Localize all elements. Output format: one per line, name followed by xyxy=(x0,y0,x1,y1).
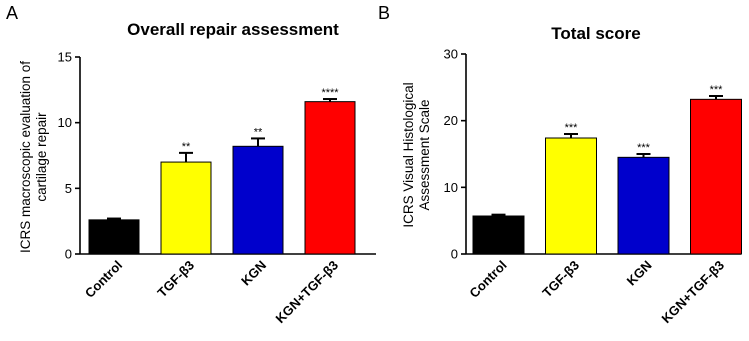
bar-control xyxy=(88,219,140,255)
bar-kgn xyxy=(232,145,284,255)
bar-control xyxy=(472,215,525,255)
significance-label: *** xyxy=(565,122,579,134)
panel-a-letter: A xyxy=(6,3,18,23)
y-tick-label: 0 xyxy=(65,247,72,262)
significance-label: ** xyxy=(182,141,191,153)
bar-tgf-3 xyxy=(545,137,597,255)
panel-b-letter: B xyxy=(378,3,390,23)
bar-kgn xyxy=(617,156,670,255)
panel-a-title: Overall repair assessment xyxy=(127,20,339,39)
category-label: KGN xyxy=(624,258,655,289)
significance-label: *** xyxy=(710,84,724,96)
category-label: KGN xyxy=(238,258,269,289)
y-tick-label: 20 xyxy=(444,113,458,128)
bar-kgn-tgf-3 xyxy=(304,101,356,255)
significance-label: *** xyxy=(637,142,651,154)
panel-b-plot-area: 0 10 20 30 Control *** TGF-β3 *** KGN *** KGN+TGF-… xyxy=(444,47,742,327)
panel-b-ylabel-line2: Assessment Scale xyxy=(417,99,432,210)
significance-label: **** xyxy=(321,87,339,99)
category-label: Control xyxy=(82,258,125,301)
significance-label: ** xyxy=(254,126,263,138)
bar-tgf-3 xyxy=(160,161,212,255)
y-tick-label: 5 xyxy=(65,181,72,196)
panel-a-ylabel-line2: cartilage repair xyxy=(34,112,49,202)
y-tick-label: 10 xyxy=(58,115,72,130)
category-label: Control xyxy=(466,258,509,301)
y-tick-label: 15 xyxy=(58,50,72,65)
panel-a: A Overall repair assessment ICRS macrosc… xyxy=(6,3,376,326)
y-tick-label: 10 xyxy=(444,180,458,195)
bar-kgn-tgf-3 xyxy=(690,98,742,255)
category-label: KGN+TGF-β3 xyxy=(659,258,728,327)
panel-b-ylabel-line1: ICRS Visual Histological xyxy=(401,82,416,227)
category-label: TGF-β3 xyxy=(539,258,582,301)
y-tick-label: 30 xyxy=(444,47,458,62)
category-label: TGF-β3 xyxy=(154,258,197,301)
panel-b: B Total score ICRS Visual Histological A… xyxy=(378,3,742,326)
panel-a-ylabel-line1: ICRS macroscopic evaluation of xyxy=(18,61,33,253)
panel-a-plot-area: 0 5 10 15 Control ** TGF-β3 ** KGN **** KGN+TGF-β3 xyxy=(58,50,376,327)
category-label: KGN+TGF-β3 xyxy=(273,258,342,327)
panel-b-title: Total score xyxy=(551,24,640,43)
y-tick-label: 0 xyxy=(451,247,458,262)
